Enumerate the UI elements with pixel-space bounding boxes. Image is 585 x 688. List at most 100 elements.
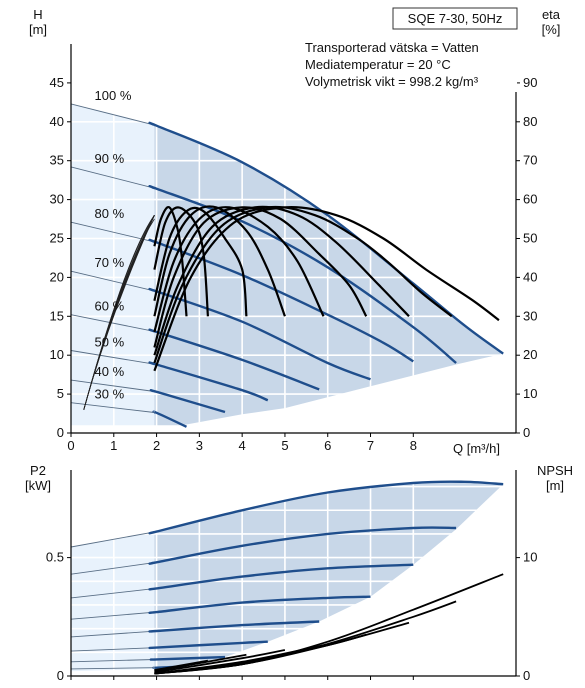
y-right-unit: [%] (542, 22, 561, 37)
x-tick-label: 6 (324, 438, 331, 453)
head-curve-low-2 (70, 166, 155, 189)
low-flow-zone (71, 103, 155, 426)
y-left-tick-label: 15 (50, 308, 64, 323)
y-right-tick-label: 70 (523, 153, 537, 168)
power-curve-low-7 (70, 659, 155, 663)
x-tick-label: 1 (110, 438, 117, 453)
x-axis-label: Q [m³/h] (453, 441, 500, 456)
head-curve-2 (148, 184, 457, 364)
speed-label-6: 50 % (95, 335, 125, 350)
head-curve-6 (148, 361, 269, 402)
speed-label-1: 100 % (95, 88, 132, 103)
info-line-liquid: Transporterad vätska = Vatten (305, 40, 479, 55)
power-curve-1 (148, 480, 504, 535)
x-tick-label: 2 (153, 438, 160, 453)
power-curve-low-6 (70, 647, 155, 652)
x-tick-label: 8 (410, 438, 417, 453)
npsh-axis-label: NPSH (537, 463, 573, 478)
y-right-label: eta (542, 7, 561, 22)
power-curve-6 (148, 640, 268, 650)
y-right-tick-label: 30 (523, 308, 537, 323)
npsh-curve-6 (154, 649, 286, 674)
y-left-tick-label: 35 (50, 153, 64, 168)
y-left-tick-label: 25 (50, 231, 64, 246)
y-left-unit: [m] (29, 22, 47, 37)
y-right-tick-label: 0 (523, 425, 530, 440)
head-curve-low-5 (70, 314, 155, 332)
x-tick-label: 0 (67, 438, 74, 453)
power-axis-unit: [kW] (25, 478, 51, 493)
x-tick-label: 4 (239, 438, 246, 453)
speed-label-4: 70 % (95, 255, 125, 270)
power-curve-low-8 (70, 667, 155, 670)
head-curve-low-4 (70, 270, 155, 292)
eta-curve-2 (153, 205, 453, 364)
power-curve-2 (148, 526, 457, 565)
power-curve-4 (148, 595, 371, 615)
eta-curve-3 (153, 205, 410, 356)
y-left-tick-label: 5 (57, 386, 64, 401)
npsh-axis-unit: [m] (546, 478, 564, 493)
speed-label-3: 80 % (95, 206, 125, 221)
head-curve-low-7 (70, 379, 155, 392)
speed-label-5: 60 % (95, 299, 125, 314)
eta-curve-7 (153, 206, 248, 317)
power-curve-low-5 (70, 630, 155, 638)
head-curve-low-3 (70, 221, 155, 243)
y-right-tick-label: 50 (523, 231, 537, 246)
y-left-tick-label: 10 (50, 347, 64, 362)
power-curve-7 (149, 655, 226, 661)
power-tick-label: 0 (57, 668, 64, 683)
eta-curve-1 (153, 206, 500, 372)
head-curve-low-6 (70, 350, 155, 365)
power-axis-label: P2 (30, 463, 46, 478)
eta-curve-8 (153, 206, 209, 317)
x-tick-label: 3 (196, 438, 203, 453)
y-left-label: H (33, 7, 42, 22)
y-right-tick-label: 40 (523, 269, 537, 284)
y-left-tick-label: 45 (50, 75, 64, 90)
y-left-tick-label: 20 (50, 269, 64, 284)
power-tick-label: 0.5 (46, 550, 64, 565)
power-low-flow-zone (71, 531, 155, 672)
power-curve-low-1 (70, 531, 155, 548)
npsh-tick-label: 0 (523, 668, 530, 683)
y-right-tick-label: 10 (523, 386, 537, 401)
x-tick-label: 7 (367, 438, 374, 453)
eta-curve-5 (153, 206, 325, 333)
npsh-curve-9 (154, 664, 187, 671)
eta-curve-4 (153, 206, 368, 348)
speed-label-8: 30 % (95, 387, 125, 402)
head-curve-1 (148, 121, 504, 355)
info-box (299, 38, 517, 92)
power-npsh-panel: 0 0.5 0 10 P2 [kW] NPSH [m] (25, 463, 573, 683)
head-curve-5 (148, 328, 320, 391)
speed-label-2: 90 % (95, 151, 125, 166)
y-right-tick-label: 80 (523, 114, 537, 129)
head-curve-4 (148, 287, 371, 381)
y-right-tick-label: 90 (523, 75, 537, 90)
y-left-tick-label: 40 (50, 114, 64, 129)
power-curve-5 (148, 620, 320, 633)
chart-title: SQE 7-30, 50Hz (408, 11, 503, 26)
power-curve-3 (148, 563, 414, 591)
eta-curve-9 (153, 205, 188, 317)
npsh-curve-5 (154, 644, 324, 675)
y-right-tick-label: 60 (523, 192, 537, 207)
head-curve-low-1 (70, 103, 155, 126)
power-curve-low-2 (70, 562, 155, 575)
x-tick-label: 5 (281, 438, 288, 453)
npsh-tick-label: 10 (523, 550, 537, 565)
y-left-tick-label: 0 (57, 425, 64, 440)
power-curve-low-3 (70, 588, 155, 599)
info-line-temperature: Mediatemperatur = 20 °C (305, 57, 451, 72)
y-right-tick-label: 20 (523, 347, 537, 362)
eta-lowflow-line-9 (83, 214, 155, 410)
head-curve-3 (148, 238, 414, 363)
y-left-tick-label: 30 (50, 192, 64, 207)
info-line-density: Volymetrisk vikt = 998.2 kg/m³ (305, 74, 479, 89)
power-curve-low-4 (70, 611, 155, 620)
title-box (392, 7, 518, 30)
